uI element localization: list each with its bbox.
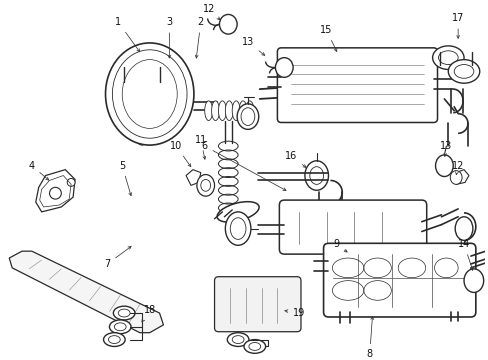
Ellipse shape bbox=[237, 104, 258, 129]
Text: 14: 14 bbox=[457, 239, 472, 270]
Text: 9: 9 bbox=[333, 239, 346, 252]
Ellipse shape bbox=[218, 101, 226, 121]
Text: 13: 13 bbox=[439, 141, 451, 157]
Text: 6: 6 bbox=[201, 141, 285, 190]
Circle shape bbox=[123, 99, 133, 109]
FancyBboxPatch shape bbox=[214, 277, 301, 332]
Ellipse shape bbox=[204, 101, 212, 121]
Circle shape bbox=[49, 187, 61, 199]
Circle shape bbox=[247, 203, 255, 211]
Polygon shape bbox=[36, 170, 75, 212]
Ellipse shape bbox=[463, 269, 483, 292]
Polygon shape bbox=[9, 251, 163, 333]
Circle shape bbox=[166, 121, 176, 130]
Text: 4: 4 bbox=[29, 161, 49, 180]
Text: 1: 1 bbox=[115, 17, 140, 52]
Ellipse shape bbox=[454, 217, 472, 240]
Text: 3: 3 bbox=[166, 17, 172, 58]
Ellipse shape bbox=[245, 101, 253, 121]
Ellipse shape bbox=[225, 212, 250, 245]
Ellipse shape bbox=[225, 101, 233, 121]
Text: 7: 7 bbox=[104, 247, 131, 269]
Ellipse shape bbox=[232, 101, 240, 121]
Text: 2: 2 bbox=[195, 17, 203, 58]
Circle shape bbox=[440, 162, 447, 170]
Text: 19: 19 bbox=[285, 308, 305, 318]
Circle shape bbox=[138, 137, 145, 145]
Ellipse shape bbox=[211, 101, 219, 121]
Ellipse shape bbox=[239, 101, 246, 121]
Text: 16: 16 bbox=[285, 151, 305, 167]
Ellipse shape bbox=[197, 175, 214, 196]
Text: 18: 18 bbox=[142, 305, 156, 322]
FancyBboxPatch shape bbox=[279, 200, 426, 254]
Polygon shape bbox=[185, 170, 201, 185]
Circle shape bbox=[189, 174, 197, 181]
Circle shape bbox=[220, 209, 228, 217]
Ellipse shape bbox=[217, 202, 259, 222]
Ellipse shape bbox=[449, 171, 461, 184]
Circle shape bbox=[224, 20, 232, 28]
Ellipse shape bbox=[244, 339, 265, 353]
Ellipse shape bbox=[103, 333, 125, 346]
Ellipse shape bbox=[432, 46, 463, 69]
Ellipse shape bbox=[305, 161, 328, 190]
Ellipse shape bbox=[435, 155, 452, 176]
Text: 8: 8 bbox=[366, 317, 373, 359]
FancyBboxPatch shape bbox=[323, 243, 475, 317]
Text: 10: 10 bbox=[170, 141, 190, 167]
Circle shape bbox=[468, 276, 478, 285]
Text: 11: 11 bbox=[194, 135, 206, 159]
Text: 17: 17 bbox=[451, 13, 464, 38]
Ellipse shape bbox=[113, 306, 135, 320]
Circle shape bbox=[67, 179, 75, 186]
FancyBboxPatch shape bbox=[277, 48, 437, 122]
Text: 5: 5 bbox=[119, 161, 131, 195]
Text: 12: 12 bbox=[451, 161, 464, 175]
Ellipse shape bbox=[447, 60, 479, 83]
Text: 13: 13 bbox=[242, 37, 264, 55]
Ellipse shape bbox=[227, 333, 248, 346]
Text: 12: 12 bbox=[202, 4, 220, 20]
Ellipse shape bbox=[219, 14, 237, 34]
Ellipse shape bbox=[201, 180, 210, 191]
Circle shape bbox=[459, 225, 467, 233]
Circle shape bbox=[280, 64, 287, 71]
Ellipse shape bbox=[109, 320, 131, 334]
Ellipse shape bbox=[275, 58, 292, 77]
Ellipse shape bbox=[105, 43, 194, 145]
Polygon shape bbox=[455, 170, 468, 184]
Text: 15: 15 bbox=[320, 25, 336, 51]
